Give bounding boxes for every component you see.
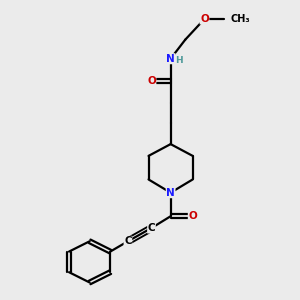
Text: C: C bbox=[124, 236, 132, 246]
Text: N: N bbox=[166, 54, 175, 64]
Text: O: O bbox=[147, 76, 156, 86]
Text: C: C bbox=[148, 223, 155, 233]
Text: O: O bbox=[200, 14, 209, 24]
Text: CH₃: CH₃ bbox=[230, 14, 250, 24]
Text: N: N bbox=[166, 188, 175, 198]
Text: O: O bbox=[188, 211, 197, 221]
Text: H: H bbox=[175, 56, 183, 65]
